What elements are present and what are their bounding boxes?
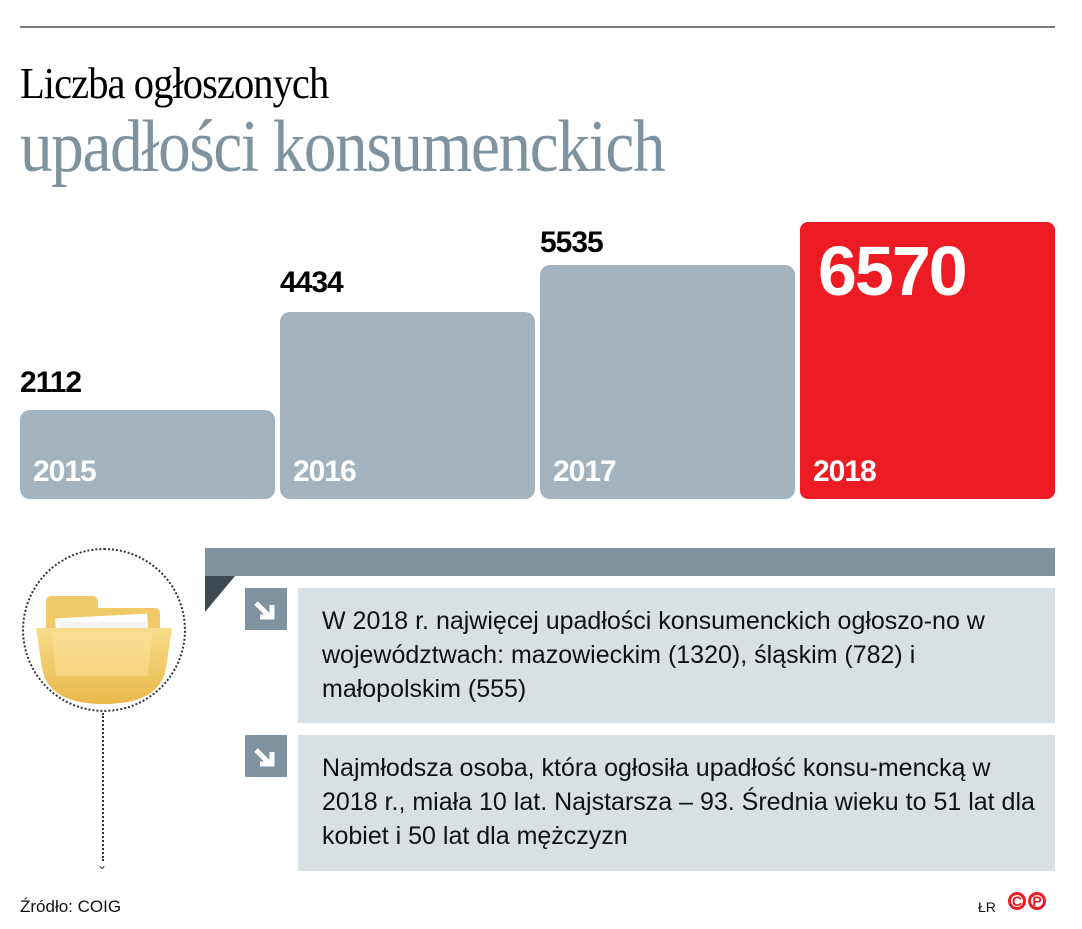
bar-2016: 2016 (280, 312, 535, 499)
folder-circle (22, 548, 186, 712)
arrow-down-right-icon (245, 588, 287, 630)
note-2: Najmłodsza osoba, która ogłosiła upadłoś… (298, 735, 1055, 871)
bar-year-label: 2017 (553, 455, 617, 488)
dotted-connector (102, 713, 104, 861)
bar-value-2017: 5535 (540, 226, 604, 259)
bar-year-label: 2018 (813, 455, 877, 488)
logo-letter-p: P (1028, 892, 1046, 910)
chevron-down-icon: ⌄ (97, 858, 108, 872)
notes-header-bar (205, 548, 1055, 576)
bar-year-label: 2016 (293, 455, 357, 488)
bar-value-2016: 4434 (280, 266, 344, 299)
publisher-logo: C P (1008, 892, 1046, 910)
bar-2018: 6570 2018 (800, 222, 1055, 499)
bar-year-label: 2015 (33, 455, 97, 488)
author-initials: ŁR (978, 899, 996, 915)
note-1: W 2018 r. najwięcej upadłości konsumenck… (298, 588, 1055, 723)
title-line-1: Liczba ogłoszonych (20, 59, 329, 108)
title-line-2: upadłości konsumenckich (20, 106, 666, 188)
source-label: Źródło: COIG (20, 897, 122, 916)
folder-icon (34, 592, 174, 713)
arrow-down-right-icon (245, 735, 287, 777)
logo-letter-c: C (1008, 892, 1026, 910)
bar-2015: 2015 (20, 410, 275, 499)
notes-fold (205, 576, 235, 612)
bar-value-2015: 2112 (20, 366, 82, 399)
top-rule (20, 26, 1055, 28)
bar-value-2018: 6570 (818, 232, 968, 310)
bar-2017: 2017 (540, 265, 795, 499)
